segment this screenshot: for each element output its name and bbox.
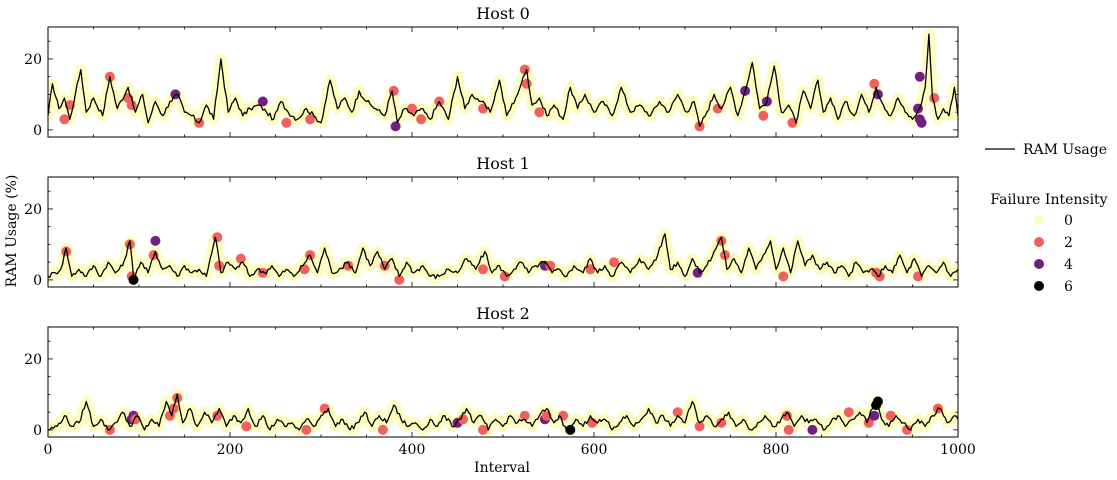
- y-tick-label: 20: [24, 352, 42, 368]
- failure-marker: [609, 257, 619, 268]
- failure-marker: [377, 424, 388, 435]
- legend-entry-label: 0: [1064, 213, 1073, 229]
- legend: RAM Usage Failure Intensity 0 2 4 6: [985, 142, 1108, 295]
- ram-usage-line: [48, 33, 958, 128]
- failure-marker: [916, 117, 927, 128]
- failure-marker: [241, 421, 252, 432]
- failure-marker: [416, 114, 427, 125]
- failure-marker: [716, 417, 727, 428]
- failure-marker: [587, 417, 598, 428]
- failure-marker: [519, 410, 530, 421]
- panel-2: 0 20 Host 2 0 200 400 600 800 1000: [24, 304, 976, 458]
- failure-marker: [281, 117, 292, 128]
- failure-marker: [783, 424, 794, 435]
- x-tick-label: 600: [581, 442, 608, 458]
- legend-marker: [1034, 237, 1044, 247]
- failure-marker: [394, 274, 405, 285]
- failure-0-band: [48, 228, 958, 284]
- failure-marker: [692, 267, 703, 278]
- failure-marker: [534, 107, 545, 118]
- y-tick-label: 0: [33, 423, 42, 439]
- failure-marker: [128, 274, 139, 285]
- failure-marker: [305, 114, 316, 125]
- legend-entry-label: 6: [1064, 279, 1073, 295]
- failure-marker: [299, 264, 310, 275]
- y-axis-label: RAM Usage (%): [4, 175, 20, 288]
- panel-1: 0 20 Host 1: [24, 154, 959, 289]
- y-tick-label: 20: [24, 202, 42, 218]
- x-tick-label: 0: [44, 442, 53, 458]
- x-tick-label: 1000: [940, 442, 976, 458]
- failure-marker: [672, 407, 683, 418]
- failure-marker: [885, 410, 896, 421]
- failure-marker: [902, 424, 912, 435]
- ram-usage-line: [48, 393, 958, 431]
- panel-title: Host 2: [476, 304, 530, 323]
- x-tick-label: 200: [217, 442, 244, 458]
- y-tick-label: 0: [33, 123, 42, 139]
- failure-marker: [478, 424, 488, 435]
- panel-0: 0 20 Host 0: [24, 4, 959, 139]
- failure-marker: [694, 421, 705, 432]
- failure-marker: [130, 414, 141, 425]
- failure-marker: [126, 100, 137, 111]
- failure-marker: [390, 121, 401, 132]
- failure-marker: [545, 260, 556, 271]
- y-tick-label: 20: [24, 52, 42, 68]
- legend-entry-label: 4: [1064, 257, 1073, 273]
- failure-marker: [458, 414, 468, 425]
- failure-marker: [781, 410, 792, 421]
- failure-marker: [712, 103, 723, 114]
- failure-marker: [59, 114, 70, 125]
- failure-marker: [585, 264, 596, 275]
- x-tick-label: 400: [399, 442, 426, 458]
- failure-marker: [235, 253, 246, 264]
- legend-entry-label: 2: [1064, 235, 1073, 251]
- y-tick-label: 0: [33, 273, 42, 289]
- failure-marker: [807, 424, 818, 435]
- failure-marker: [778, 271, 789, 282]
- failure-marker: [869, 78, 880, 89]
- failure-marker: [407, 103, 417, 114]
- legend-title: Failure Intensity: [990, 192, 1107, 208]
- x-tick-label: 800: [763, 442, 790, 458]
- failure-marker: [758, 110, 769, 121]
- failure-marker: [499, 271, 510, 282]
- failure-marker: [301, 424, 312, 435]
- failure-marker: [843, 407, 854, 418]
- panels: 0 20 Host 0 0 20 Host 1 0 20 Host 2 0 200 400 600 800…: [24, 4, 976, 458]
- panel-title: Host 0: [476, 4, 530, 23]
- failure-marker: [558, 410, 569, 421]
- failure-marker: [869, 410, 880, 421]
- ram-usage-line: [48, 233, 958, 280]
- legend-marker: [1034, 281, 1044, 291]
- failure-marker: [212, 232, 223, 243]
- legend-line-label: RAM Usage: [1023, 142, 1107, 158]
- x-axis-label: Interval: [474, 460, 530, 476]
- failure-marker: [914, 71, 925, 82]
- legend-marker: [1034, 259, 1044, 269]
- panel-title: Host 1: [476, 154, 530, 173]
- legend-marker: [1034, 215, 1044, 225]
- failure-marker: [478, 264, 488, 275]
- failure-marker: [214, 260, 225, 271]
- failure-marker: [521, 78, 532, 89]
- failure-marker: [150, 235, 161, 246]
- failure-marker: [257, 96, 268, 107]
- legend-entries: 0 2 4 6: [1034, 213, 1073, 295]
